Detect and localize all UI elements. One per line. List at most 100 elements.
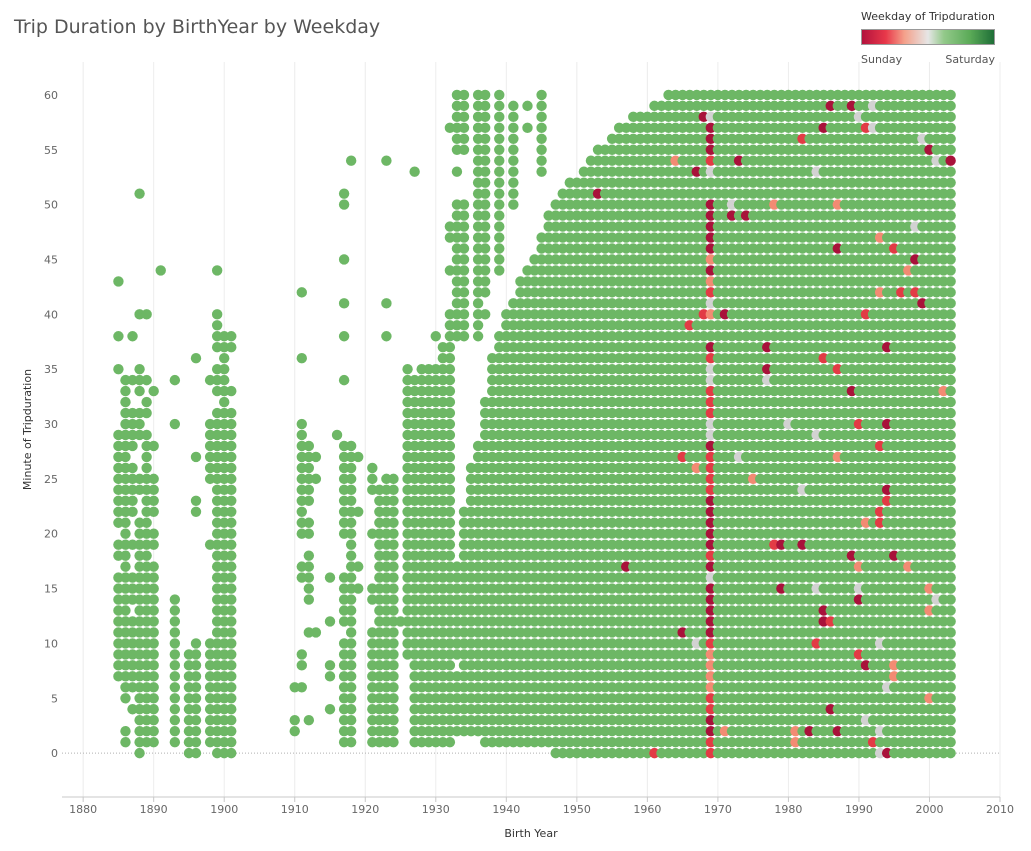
data-point[interactable] [345,484,357,496]
data-point[interactable] [945,429,956,441]
data-point[interactable] [945,122,956,134]
data-point[interactable] [353,451,364,463]
data-point[interactable] [345,736,357,748]
data-point[interactable] [945,517,956,528]
data-point[interactable] [226,627,237,638]
data-point[interactable] [945,133,956,144]
data-point[interactable] [226,736,237,748]
data-point[interactable] [169,736,181,748]
data-point[interactable] [472,320,484,331]
data-point[interactable] [303,583,315,594]
data-point[interactable] [226,429,237,441]
data-point[interactable] [458,309,470,320]
data-point[interactable] [388,517,399,528]
data-point[interactable] [226,594,237,605]
data-point[interactable] [494,188,505,199]
data-point[interactable] [211,265,223,276]
data-point[interactable] [444,572,456,583]
data-point[interactable] [494,166,505,177]
data-point[interactable] [169,627,181,638]
data-point[interactable] [190,747,202,759]
data-point[interactable] [141,396,152,408]
data-point[interactable] [444,539,456,550]
data-point[interactable] [353,561,364,572]
data-point[interactable] [945,583,956,594]
data-point[interactable] [190,638,202,649]
data-point[interactable] [345,616,357,627]
data-point[interactable] [303,528,315,539]
data-point[interactable] [190,451,202,463]
data-point[interactable] [945,693,956,704]
data-point[interactable] [444,407,456,419]
data-point[interactable] [190,715,202,726]
data-point[interactable] [536,144,547,155]
data-point[interactable] [388,725,399,737]
data-point[interactable] [310,451,322,463]
data-point[interactable] [388,693,399,704]
data-point[interactable] [190,649,202,660]
data-point[interactable] [388,495,399,507]
data-point[interactable] [148,616,159,627]
data-point[interactable] [388,715,399,726]
data-point[interactable] [169,693,181,704]
data-point[interactable] [945,484,956,496]
data-point[interactable] [494,254,505,265]
data-point[interactable] [494,221,505,232]
data-point[interactable] [148,693,159,704]
data-point[interactable] [226,671,237,682]
data-point[interactable] [494,144,505,155]
data-point[interactable] [148,605,159,616]
data-point[interactable] [226,342,237,353]
data-point[interactable] [381,155,392,166]
data-point[interactable] [458,243,470,254]
data-point[interactable] [494,89,505,101]
data-point[interactable] [120,725,131,737]
data-point[interactable] [148,660,159,671]
data-point[interactable] [169,682,181,693]
data-point[interactable] [296,418,307,430]
data-point[interactable] [536,133,547,144]
data-point[interactable] [169,594,181,605]
data-point[interactable] [169,616,181,627]
data-point[interactable] [458,298,470,309]
data-point[interactable] [945,276,956,287]
data-point[interactable] [303,495,315,507]
data-point[interactable] [148,594,159,605]
data-point[interactable] [226,572,237,583]
data-point[interactable] [437,704,449,715]
data-point[interactable] [479,155,491,166]
data-point[interactable] [945,539,956,550]
data-point[interactable] [479,210,491,221]
data-point[interactable] [148,649,159,660]
data-point[interactable] [190,736,202,748]
data-point[interactable] [169,671,181,682]
data-point[interactable] [945,385,956,397]
data-point[interactable] [134,385,145,397]
data-point[interactable] [155,265,166,276]
data-point[interactable] [226,638,237,649]
data-point[interactable] [134,188,145,199]
data-point[interactable] [402,363,413,375]
data-point[interactable] [353,506,364,517]
data-point[interactable] [444,396,456,408]
data-point[interactable] [494,177,505,188]
data-point[interactable] [226,550,237,561]
data-point[interactable] [338,298,350,309]
data-point[interactable] [479,265,491,276]
data-point[interactable] [494,232,505,243]
data-point[interactable] [148,506,159,517]
data-point[interactable] [169,418,181,430]
data-point[interactable] [437,605,449,616]
data-point[interactable] [494,199,505,210]
data-point[interactable] [945,166,956,177]
data-point[interactable] [226,605,237,616]
data-point[interactable] [219,374,230,386]
data-point[interactable] [148,638,159,649]
data-point[interactable] [536,155,547,166]
data-point[interactable] [388,605,399,616]
data-point[interactable] [345,550,357,561]
data-point[interactable] [945,473,956,485]
data-point[interactable] [226,682,237,693]
data-point[interactable] [148,627,159,638]
